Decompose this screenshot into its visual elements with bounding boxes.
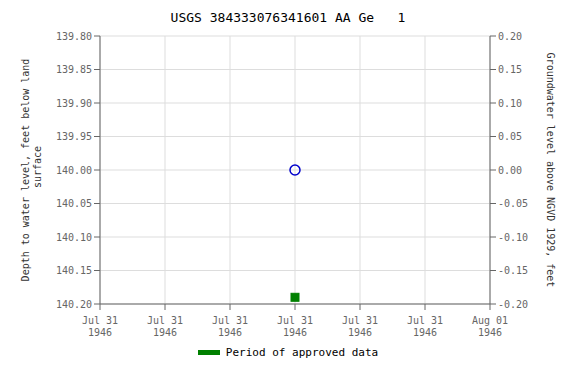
html-text:Period of approved data: Period of approved data	[225, 346, 379, 359]
svg-text:-0.15: -0.15	[498, 265, 528, 276]
svg-text:Groundwater level above NGVD 1: Groundwater level above NGVD 1929, feet	[545, 53, 556, 288]
svg-text:-0.05: -0.05	[498, 198, 528, 209]
svg-text:139.85: 139.85	[56, 64, 92, 75]
svg-text:0.10: 0.10	[498, 98, 522, 109]
svg-text:140.15: 140.15	[56, 265, 92, 276]
svg-text:Jul 311946: Jul 311946	[342, 315, 378, 338]
svg-text:Jul 311946: Jul 311946	[147, 315, 183, 338]
svg-text:Jul 311946: Jul 311946	[407, 315, 443, 338]
svg-text:Jul 311946: Jul 311946	[82, 315, 118, 338]
svg-text:140.10: 140.10	[56, 232, 92, 243]
svg-text:139.95: 139.95	[56, 131, 92, 142]
svg-text:140.05: 140.05	[56, 198, 92, 209]
svg-text:Jul 311946: Jul 311946	[212, 315, 248, 338]
svg-text:0.00: 0.00	[498, 165, 522, 176]
svg-text:0.15: 0.15	[498, 64, 522, 75]
svg-text:-0.20: -0.20	[498, 299, 528, 310]
svg-text:Aug 011946: Aug 011946	[472, 315, 508, 338]
svg-text:139.80: 139.80	[56, 31, 92, 42]
svg-text:140.00: 140.00	[56, 165, 92, 176]
html-text:USGS 384333076341601 AA Ge 1: USGS 384333076341601 AA Ge 1	[170, 10, 406, 25]
svg-text:surface: surface	[32, 146, 43, 194]
svg-text:Jul 311946: Jul 311946	[277, 315, 313, 338]
svg-text:Depth to water level, feet bel: Depth to water level, feet below land	[20, 59, 31, 282]
svg-text:140.20: 140.20	[56, 299, 92, 310]
svg-text:0.05: 0.05	[498, 131, 522, 142]
svg-text:139.90: 139.90	[56, 98, 92, 109]
svg-text:-0.10: -0.10	[498, 232, 528, 243]
svg-text:0.20: 0.20	[498, 31, 522, 42]
